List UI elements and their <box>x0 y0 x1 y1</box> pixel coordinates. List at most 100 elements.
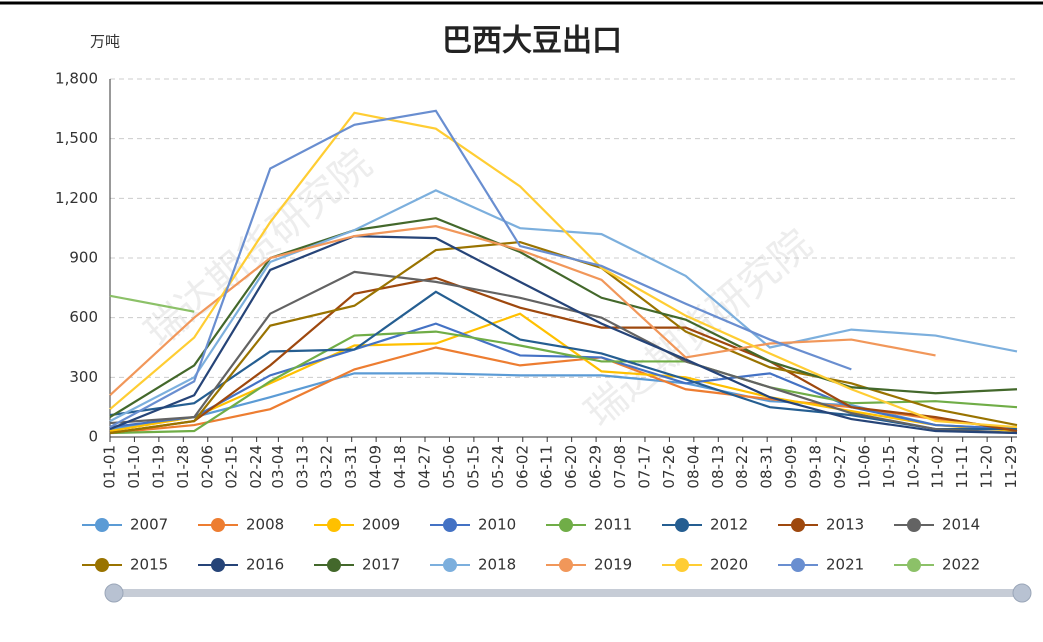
series-line <box>109 270 1018 435</box>
legend-label: 2008 <box>246 516 284 534</box>
legend-marker <box>327 518 341 532</box>
y-tick-label: 1,800 <box>55 70 98 88</box>
legend-marker <box>327 558 341 572</box>
legend-label: 2021 <box>826 556 864 574</box>
x-tick-label: 05-24 <box>489 445 507 489</box>
legend-marker <box>675 518 689 532</box>
x-tick-label: 10-15 <box>880 445 898 489</box>
legend-label: 2009 <box>362 516 400 534</box>
x-tick-label: 11-20 <box>978 445 996 489</box>
x-tick-label: 08-22 <box>733 445 751 489</box>
legend-item[interactable]: 2022 <box>894 556 980 574</box>
y-axis-label: 万吨 <box>90 33 120 51</box>
x-tick-label: 07-08 <box>611 445 629 489</box>
x-tick-label: 11-29 <box>1002 445 1020 489</box>
legend-item[interactable]: 2007 <box>82 516 168 534</box>
series-line <box>109 276 1018 435</box>
series-line <box>109 290 1017 431</box>
series-line <box>109 294 195 313</box>
legend-item[interactable]: 2017 <box>314 556 400 574</box>
x-tick-label: 07-26 <box>660 445 678 489</box>
legend-item[interactable]: 2019 <box>546 556 632 574</box>
legend-marker <box>907 518 921 532</box>
series-line <box>109 235 1018 435</box>
x-tick-label: 10-24 <box>904 445 922 489</box>
x-tick-label: 06-11 <box>538 445 556 489</box>
x-tick-label: 08-31 <box>758 445 776 489</box>
legend-label: 2013 <box>826 516 864 534</box>
x-tick-label: 08-04 <box>684 445 702 489</box>
legend-item[interactable]: 2021 <box>778 556 864 574</box>
x-tick-label: 03-04 <box>269 445 287 489</box>
x-tick-label: 09-18 <box>807 445 825 489</box>
legend-item[interactable]: 2018 <box>430 556 516 574</box>
x-tick-label: 05-15 <box>464 445 482 489</box>
x-tick-label: 08-13 <box>709 445 727 489</box>
legend-item[interactable]: 2015 <box>82 556 168 574</box>
legend-label: 2016 <box>246 556 284 574</box>
legend-marker <box>443 558 457 572</box>
y-tick-label: 1,200 <box>55 189 98 207</box>
legend-item[interactable]: 2014 <box>894 516 980 534</box>
y-tick-label: 300 <box>69 368 98 386</box>
x-tick-label: 01-28 <box>174 445 192 489</box>
series-line <box>109 225 936 397</box>
x-tick-label: 04-18 <box>391 445 409 489</box>
x-tick-label: 06-20 <box>562 445 580 489</box>
legend-item[interactable]: 2009 <box>314 516 400 534</box>
legend-marker <box>675 558 689 572</box>
slider-handle[interactable] <box>1012 583 1032 603</box>
slider-track <box>112 589 1022 597</box>
legend-item[interactable]: 2013 <box>778 516 864 534</box>
x-tick-label: 05-06 <box>440 445 458 489</box>
y-tick-label: 1,500 <box>55 129 98 147</box>
legend-item[interactable]: 2008 <box>198 516 284 534</box>
legend-label: 2020 <box>710 556 748 574</box>
legend-marker <box>443 518 457 532</box>
y-tick-label: 0 <box>88 428 98 446</box>
legend-label: 2012 <box>710 516 748 534</box>
legend-item[interactable]: 2011 <box>546 516 632 534</box>
x-tick-label: 01-19 <box>149 445 167 489</box>
series-line <box>109 217 1018 419</box>
y-tick-label: 900 <box>69 249 98 267</box>
x-tick-label: 03-13 <box>293 445 311 489</box>
chart-title: 巴西大豆出口 <box>442 24 622 59</box>
x-tick-label: 02-24 <box>247 445 265 489</box>
legend-marker <box>559 518 573 532</box>
legend-marker <box>791 558 805 572</box>
x-tick-label: 10-06 <box>855 445 873 489</box>
series-line <box>109 111 1018 429</box>
legend-item[interactable]: 2012 <box>662 516 748 534</box>
x-tick-label: 02-06 <box>198 445 216 489</box>
legend-marker <box>95 558 109 572</box>
legend-label: 2018 <box>478 556 516 574</box>
slider[interactable] <box>104 583 1032 603</box>
legend-label: 2019 <box>594 556 632 574</box>
x-tick-label: 01-01 <box>101 445 119 489</box>
series-line <box>109 322 1018 431</box>
legend-label: 2007 <box>130 516 168 534</box>
legend-item[interactable]: 2010 <box>430 516 516 534</box>
legend-label: 2017 <box>362 556 400 574</box>
x-tick-label: 03-22 <box>318 445 336 489</box>
slider-handle[interactable] <box>104 583 124 603</box>
x-tick-label: 09-09 <box>782 445 800 489</box>
x-tick-label: 07-17 <box>635 445 653 489</box>
watermark: 瑞达期货研究院 <box>137 141 381 356</box>
legend-item[interactable]: 2016 <box>198 556 284 574</box>
x-tick-label: 04-27 <box>416 445 434 489</box>
legend-marker <box>907 558 921 572</box>
legend-item[interactable]: 2020 <box>662 556 748 574</box>
legend-marker <box>559 558 573 572</box>
x-tick-label: 02-15 <box>223 445 241 489</box>
x-tick-label: 04-09 <box>367 445 385 489</box>
x-tick-label: 11-11 <box>953 445 971 489</box>
legend-label: 2015 <box>130 556 168 574</box>
x-tick-label: 03-31 <box>342 445 360 489</box>
series-line <box>109 189 1018 423</box>
x-tick-label: 11-02 <box>929 445 947 489</box>
series-line <box>109 330 1018 435</box>
x-tick-label: 06-02 <box>513 445 531 489</box>
legend-marker <box>95 518 109 532</box>
